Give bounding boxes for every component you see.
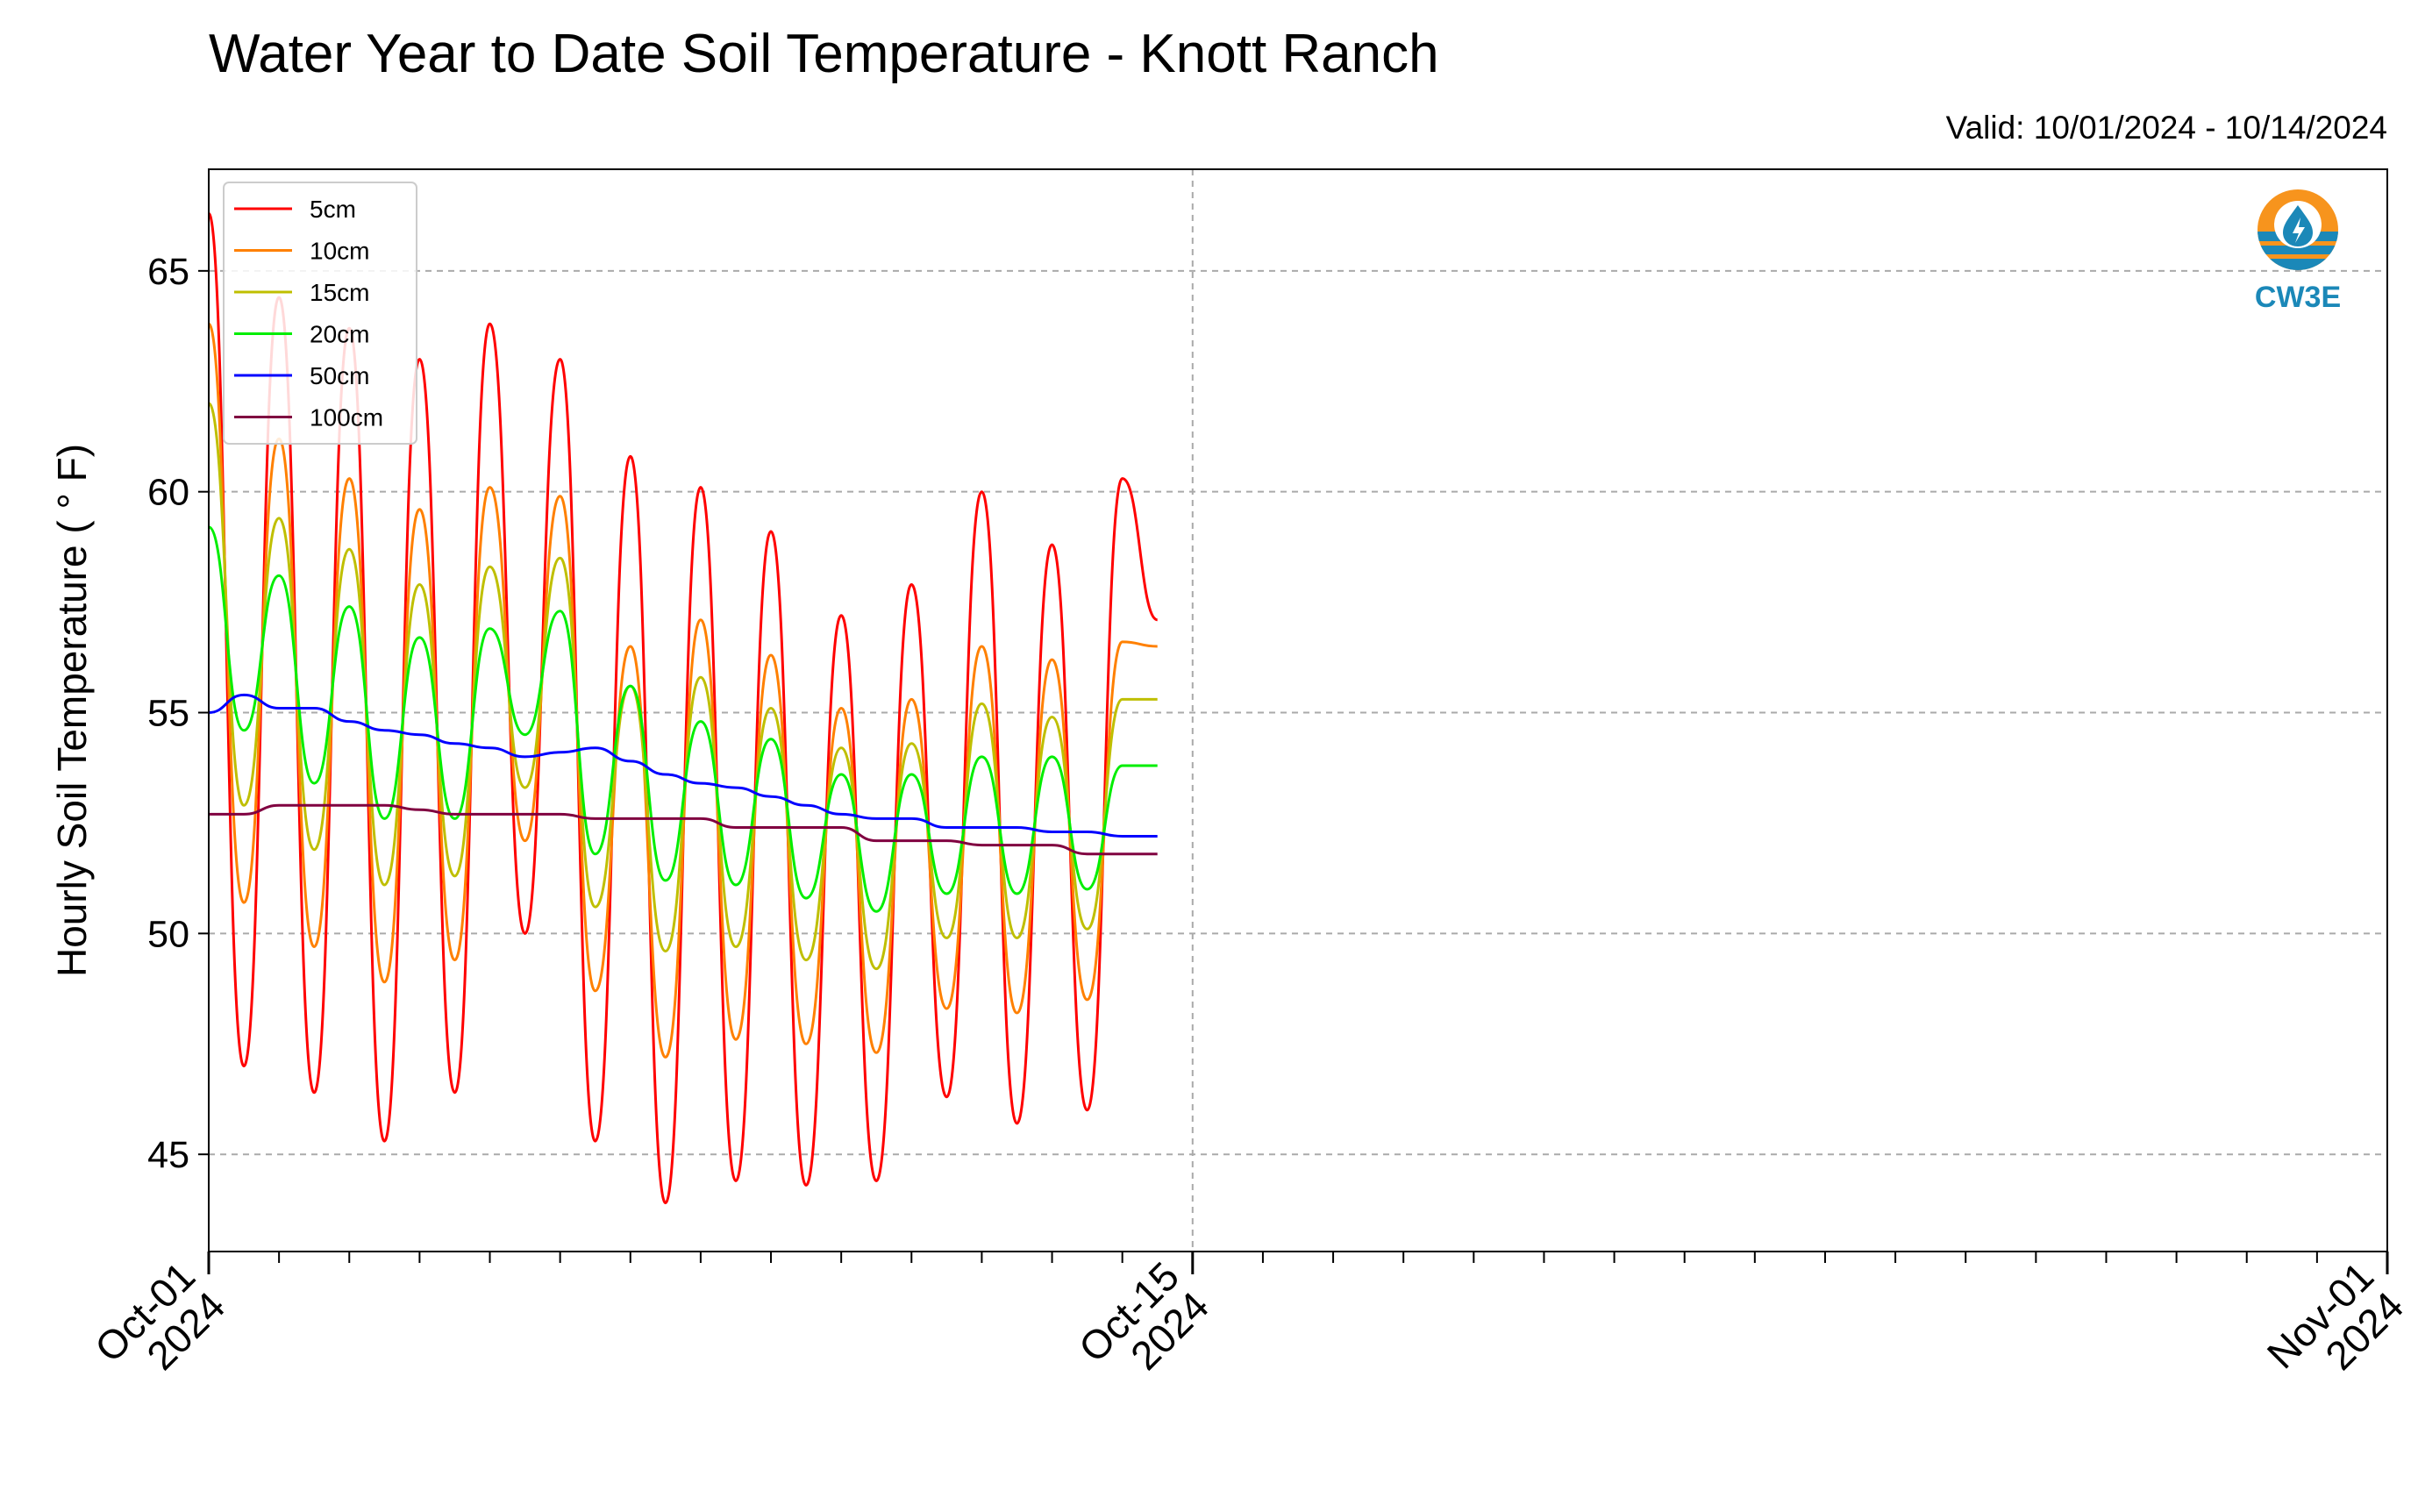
series-line-15cm bbox=[207, 402, 1158, 971]
series-line-20cm bbox=[208, 525, 1158, 913]
legend: 5cm 10cm 15cm 20cm 50cm 100cm bbox=[223, 182, 417, 445]
y-tick-label: 45 bbox=[147, 1134, 189, 1176]
y-tick-label: 55 bbox=[147, 693, 189, 735]
legend-label-10cm: 10cm bbox=[310, 238, 369, 265]
series-line-50cm bbox=[208, 693, 1158, 838]
series-line-100cm bbox=[209, 803, 1158, 856]
legend-label-20cm: 20cm bbox=[310, 321, 369, 348]
series-line-10cm bbox=[207, 322, 1158, 1059]
cw3e-logo: CW3E bbox=[2255, 189, 2341, 314]
legend-label-5cm: 5cm bbox=[310, 196, 356, 223]
y-tick-label: 60 bbox=[147, 472, 189, 514]
y-axis-label: Hourly Soil Temperature ( ° F) bbox=[49, 444, 95, 977]
legend-label-15cm: 15cm bbox=[310, 279, 369, 306]
plot-frame bbox=[208, 168, 2388, 1252]
legend-box bbox=[223, 182, 417, 445]
legend-label-100cm: 100cm bbox=[310, 404, 383, 431]
y-tick-label: 50 bbox=[147, 913, 189, 955]
chart-title: Water Year to Date Soil Temperature - Kn… bbox=[209, 24, 1439, 84]
logo-text: CW3E bbox=[2255, 281, 2341, 314]
chart-subtitle: Valid: 10/01/2024 - 10/14/2024 bbox=[1946, 110, 2387, 146]
y-tick-label: 65 bbox=[147, 251, 189, 293]
legend-label-50cm: 50cm bbox=[310, 362, 369, 389]
